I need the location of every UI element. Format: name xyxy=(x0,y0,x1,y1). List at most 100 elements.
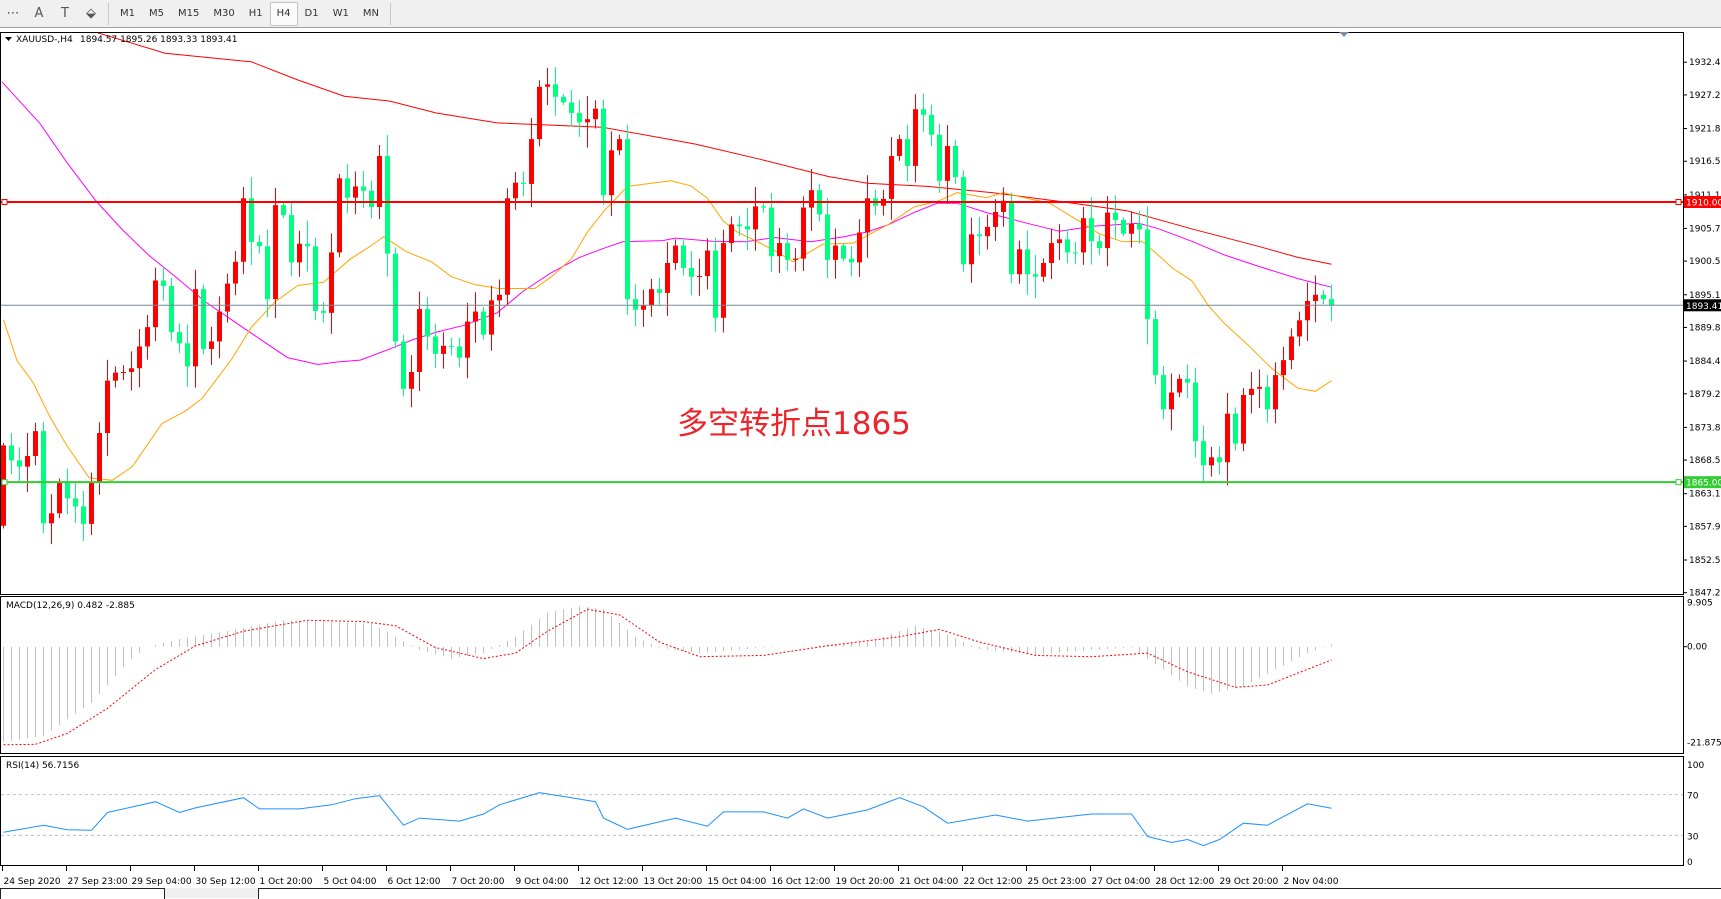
candle-body xyxy=(857,232,862,263)
timeframe-m5-button[interactable]: M5 xyxy=(149,8,164,19)
price-axis-label: 1927.20 xyxy=(1689,91,1721,101)
level-price-tag xyxy=(1684,196,1721,208)
candle xyxy=(1073,241,1078,265)
candle xyxy=(201,284,206,355)
candle xyxy=(401,334,406,397)
candle-body xyxy=(609,150,614,196)
candle-body xyxy=(265,246,270,300)
candle xyxy=(529,117,534,208)
price-axis-label: 1868.55 xyxy=(1689,456,1721,466)
candle xyxy=(1001,187,1006,227)
candle-body xyxy=(209,341,214,349)
timeframe-m15-button[interactable]: M15 xyxy=(178,8,200,19)
chart-shift-marker-icon[interactable] xyxy=(1339,32,1349,37)
candle xyxy=(937,123,942,193)
candle xyxy=(729,216,734,252)
level-handle[interactable] xyxy=(1,199,8,205)
candle xyxy=(745,207,750,250)
candle xyxy=(457,337,462,368)
candle xyxy=(809,169,814,231)
candle-body xyxy=(385,155,390,254)
candle-body xyxy=(1265,386,1270,410)
dropdown-triangle-icon[interactable] xyxy=(5,37,12,41)
price-axis-label: 1932.45 xyxy=(1689,58,1721,68)
timeframe-m1-button[interactable]: M1 xyxy=(120,8,135,19)
level-handle[interactable] xyxy=(1675,199,1682,205)
candle-body xyxy=(617,139,622,151)
time-axis-label: 9 Oct 04:00 xyxy=(516,877,569,887)
timeframe-h4-button[interactable]: H4 xyxy=(269,1,298,26)
candle-body xyxy=(65,482,70,499)
candle xyxy=(697,258,702,296)
timeframe-h1-button[interactable]: H1 xyxy=(248,8,263,19)
candle-body xyxy=(1105,212,1110,249)
candle xyxy=(313,237,318,321)
candle xyxy=(537,80,542,147)
candle-body xyxy=(1313,294,1318,301)
candle-body xyxy=(433,336,438,354)
candle xyxy=(617,134,622,156)
properties-icon[interactable]: ⋯ xyxy=(6,6,20,21)
candle xyxy=(1201,425,1206,483)
candle-body xyxy=(161,280,166,287)
timeframe-m30-button[interactable]: M30 xyxy=(213,8,235,19)
chart-annotation-text: 多空转折点1865 xyxy=(677,406,911,442)
timeframe-mn-button[interactable]: MN xyxy=(362,8,379,19)
macd-panel[interactable] xyxy=(0,596,1684,754)
candle-body xyxy=(865,198,870,233)
candle xyxy=(681,238,686,276)
candle xyxy=(17,447,22,481)
candle-body xyxy=(1073,252,1078,254)
chart-tab[interactable] xyxy=(258,888,1721,899)
candle xyxy=(769,192,774,273)
time-axis-label: 22 Oct 12:00 xyxy=(964,877,1023,887)
candle-body xyxy=(505,198,510,295)
candle-body xyxy=(641,305,646,310)
candle xyxy=(1065,229,1070,264)
candle xyxy=(81,490,86,542)
candle-body xyxy=(145,327,150,347)
candle xyxy=(305,220,310,272)
candle xyxy=(825,197,830,279)
candle-body xyxy=(113,372,118,381)
candle xyxy=(273,187,278,318)
candle xyxy=(329,233,334,334)
candle xyxy=(593,100,598,129)
candle xyxy=(969,217,974,283)
level-handle[interactable] xyxy=(1,479,8,486)
candle xyxy=(601,99,606,206)
candle xyxy=(433,323,438,368)
chart-tab[interactable] xyxy=(0,888,165,899)
candle xyxy=(777,227,782,273)
text-label-icon[interactable]: A xyxy=(34,6,44,21)
candle-body xyxy=(1169,392,1174,410)
candle xyxy=(1049,228,1054,280)
rsi-panel[interactable] xyxy=(0,756,1684,866)
candle-body xyxy=(1321,294,1326,300)
level-handle[interactable] xyxy=(1675,479,1682,486)
candle-body xyxy=(1233,413,1238,444)
candle xyxy=(1241,388,1246,452)
candle xyxy=(1281,346,1286,390)
main-chart-panel[interactable] xyxy=(0,32,1684,595)
candle xyxy=(993,199,998,241)
candle xyxy=(913,94,918,183)
timeframe-w1-button[interactable]: W1 xyxy=(332,8,349,19)
candle xyxy=(561,94,566,106)
candle-body xyxy=(1281,360,1286,376)
candle-body xyxy=(481,311,486,335)
candle xyxy=(257,235,262,254)
candle xyxy=(1057,224,1062,260)
time-axis-label: 29 Oct 20:00 xyxy=(1220,877,1279,887)
timeframe-d1-button[interactable]: D1 xyxy=(304,8,319,19)
time-axis-label: 12 Oct 12:00 xyxy=(580,877,639,887)
arrows-icon[interactable]: ⬙ xyxy=(86,6,96,21)
text-box-icon[interactable]: T xyxy=(61,6,69,21)
candle-body xyxy=(281,205,286,216)
candle-body xyxy=(49,513,54,524)
candle-body xyxy=(377,155,382,207)
candle-body xyxy=(1001,200,1006,212)
macd-axis-label: 9.905 xyxy=(1687,599,1713,609)
drawing-tools: ⋯ A T ⬙ xyxy=(0,2,104,26)
